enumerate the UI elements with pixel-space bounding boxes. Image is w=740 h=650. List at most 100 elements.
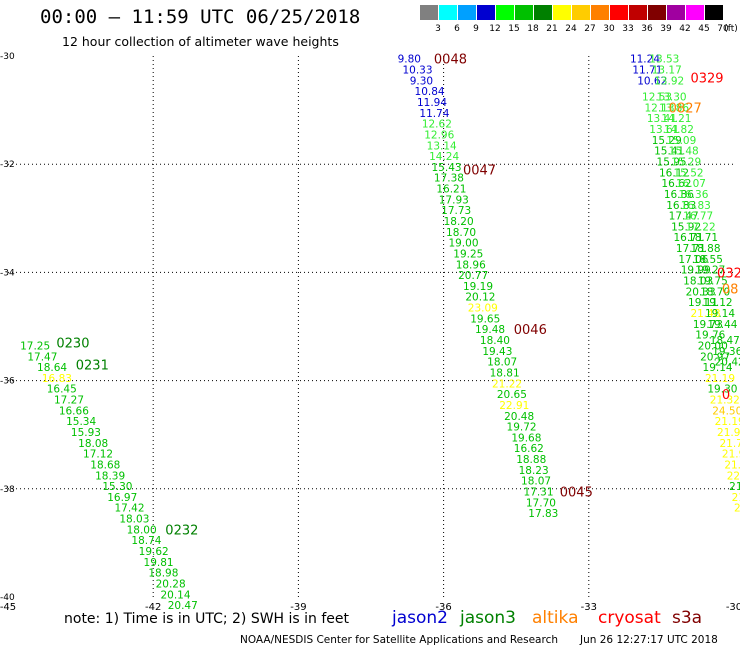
- x-tick-label: -45: [0, 602, 16, 613]
- scale-swatch: [667, 5, 685, 20]
- wave-height-value: 16.83: [666, 200, 696, 212]
- wave-height-value: 20.12: [465, 292, 495, 304]
- pass-time-label: 0045: [560, 486, 593, 501]
- wave-height-value: 18.55: [693, 254, 723, 266]
- wave-height-value: 18.96: [456, 259, 486, 271]
- wave-height-value: 18.64: [37, 362, 67, 374]
- pass-time-label: 0048: [434, 53, 467, 68]
- wave-height-value: 18.68: [90, 459, 120, 471]
- wave-height-value: 21.48: [690, 308, 720, 320]
- wave-height-value: 20.14: [160, 589, 190, 601]
- scale-swatch: [705, 5, 723, 20]
- scale-label: 6: [454, 24, 460, 34]
- y-tick-label: -38: [0, 485, 15, 495]
- wave-height-value: 17.47: [27, 351, 57, 363]
- wave-height-value: 21.98: [717, 427, 740, 439]
- wave-height-value: 18.40: [480, 335, 510, 347]
- wave-height-value: 18.71: [688, 232, 718, 244]
- wave-height-value: 11.71: [632, 65, 662, 77]
- scale-unit: (ft): [724, 24, 738, 34]
- wave-height-value: 19.75: [698, 276, 728, 288]
- wave-height-value: 17.27: [54, 395, 84, 407]
- pass-time-label: 0232: [165, 523, 198, 538]
- scale-label: 3: [435, 24, 441, 34]
- wave-height-value: 18.98: [148, 568, 178, 580]
- wave-height-value: 19.14: [703, 362, 733, 374]
- wave-height-value: 20.77: [458, 270, 488, 282]
- wave-height-value: 16.36: [678, 189, 708, 201]
- wave-height-value: 15.48: [669, 146, 699, 158]
- wave-height-value: 16.86: [664, 189, 694, 201]
- y-tick-label: -30: [0, 52, 15, 62]
- wave-height-value: 12.53: [642, 92, 672, 104]
- footer-note: note: 1) Time is in UTC; 2) SWH is in fe…: [64, 611, 350, 627]
- scale-label: 12: [489, 24, 501, 34]
- pass-time-label: 032: [717, 266, 740, 281]
- wave-height-value: 18.20: [444, 216, 474, 228]
- wave-height-value: 23.09: [468, 303, 498, 315]
- wave-height-value: 19.30: [707, 384, 737, 396]
- wave-height-value: 19.19: [463, 281, 493, 293]
- wave-height-value: 20.65: [497, 389, 527, 401]
- wave-height-value: 10.62: [637, 75, 667, 87]
- wave-height-value: 17.70: [526, 497, 556, 509]
- credit-text: NOAA/NESDIS Center for Satellite Applica…: [240, 634, 558, 646]
- satellite-label-jason2: jason2: [392, 608, 448, 628]
- wave-height-value: 18.47: [710, 335, 740, 347]
- chart-subtitle: 12 hour collection of altimeter wave hei…: [62, 34, 339, 49]
- wave-height-value: 15.29: [652, 135, 682, 147]
- pass-time-label: 0231: [76, 358, 109, 373]
- scale-swatch: [477, 5, 495, 20]
- scale-swatch: [648, 5, 666, 20]
- wave-height-value: 15.29: [671, 156, 701, 168]
- wave-height-value: 13.61: [649, 124, 679, 136]
- wave-height-value: 16.83: [681, 200, 711, 212]
- wave-height-value: 17.71: [676, 243, 706, 255]
- wave-height-value: 17.73: [441, 205, 471, 217]
- pass-time-label: 0046: [514, 323, 547, 338]
- wave-height-value: 15.41: [654, 146, 684, 158]
- wave-height-value: 19.00: [448, 238, 478, 250]
- wave-height-value: 16.77: [683, 211, 713, 223]
- wave-height-value: 21.09: [732, 492, 740, 504]
- pass-time-label: 0827: [669, 101, 702, 116]
- wave-height-value: 18.39: [95, 470, 125, 482]
- scale-label: 18: [527, 24, 539, 34]
- wave-height-value: 15.95: [657, 156, 687, 168]
- wave-height-value: 16.07: [676, 178, 706, 190]
- wave-height-value: 19.73: [693, 319, 723, 331]
- wave-height-value: 17.38: [434, 173, 464, 185]
- pass-time-label: 08: [722, 283, 739, 298]
- scale-label: 24: [565, 24, 577, 34]
- chart-title: 00:00 – 11:59 UTC 06/25/2018: [40, 6, 361, 28]
- scale-label: 30: [603, 24, 615, 34]
- wave-height-value: 15.09: [666, 135, 696, 147]
- wave-height-value: 24.50: [712, 405, 740, 417]
- satellite-label-jason3: jason3: [460, 608, 516, 628]
- pass-time-label: 0: [722, 388, 730, 403]
- wave-height-value: 21.31: [724, 459, 740, 471]
- scale-swatch: [553, 5, 571, 20]
- wave-height-value: 16.71: [674, 232, 704, 244]
- wave-height-value: 17.42: [114, 503, 144, 515]
- wave-height-value: 14.82: [664, 124, 694, 136]
- wave-height-value: 17.31: [523, 487, 553, 499]
- wave-height-value: 18.70: [446, 227, 476, 239]
- wave-height-value: 18.88: [516, 454, 546, 466]
- wave-height-value: 19.72: [507, 422, 537, 434]
- wave-height-value: 16.12: [659, 167, 689, 179]
- x-tick-label: -39: [290, 602, 306, 613]
- wave-height-value: 19.12: [703, 297, 733, 309]
- wave-height-value: 19.14: [705, 308, 735, 320]
- x-tick-label: -36: [435, 602, 451, 613]
- wave-height-value: 18.81: [490, 367, 520, 379]
- wave-height-value: 11.24: [630, 54, 660, 66]
- wave-height-value: 21.19: [715, 416, 740, 428]
- pass-time-label: 0047: [463, 164, 496, 179]
- wave-height-value: 21.16: [734, 503, 740, 515]
- wave-height-value: 21.32: [710, 395, 740, 407]
- scale-swatch: [515, 5, 533, 20]
- pass-time-label: 0329: [690, 72, 723, 87]
- wave-height-value: 10.84: [415, 86, 445, 98]
